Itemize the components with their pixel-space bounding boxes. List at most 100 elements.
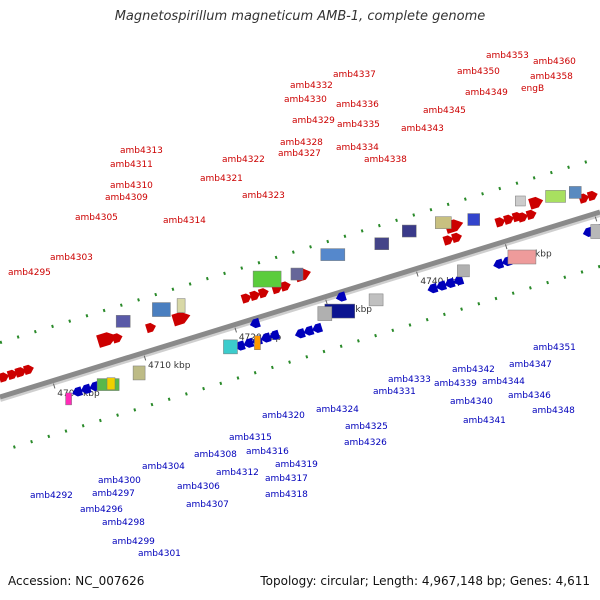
feature-block xyxy=(317,306,333,321)
genome-stats-text: Topology: circular; Length: 4,967,148 bp… xyxy=(260,574,590,588)
forward-gene-label: amb4329 xyxy=(292,116,335,126)
forward-gene-arrow xyxy=(6,369,18,380)
forward-gene-label: amb4314 xyxy=(163,216,206,226)
scale-tick xyxy=(416,271,419,277)
forward-gene-label: amb4335 xyxy=(337,120,380,130)
reverse-gene-arrow xyxy=(436,280,448,291)
forward-gene-label: amb4334 xyxy=(336,143,379,153)
reverse-gene-arrow xyxy=(312,322,324,334)
reverse-gene-label: amb4301 xyxy=(138,549,181,559)
backbone-line xyxy=(0,209,600,400)
feature-block xyxy=(368,293,384,307)
feature-block xyxy=(65,392,72,406)
feature-block xyxy=(252,270,282,288)
feature-block xyxy=(106,377,116,390)
forward-gene-label: amb4360 xyxy=(533,57,576,67)
reverse-gene-arrow xyxy=(72,386,84,397)
reverse-gene-label: amb4298 xyxy=(102,518,145,528)
reverse-gene-label: amb4348 xyxy=(532,406,575,416)
feature-block xyxy=(176,298,186,313)
forward-gene-label: amb4338 xyxy=(364,155,407,165)
feature-block xyxy=(223,339,238,355)
forward-gene-label: amb4358 xyxy=(530,72,573,82)
reverse-gene-label: amb4341 xyxy=(463,416,506,426)
reverse-gene-label: amb4347 xyxy=(509,360,552,370)
feature-block xyxy=(467,213,480,226)
feature-block xyxy=(545,190,566,203)
forward-gene-arrow xyxy=(442,235,454,246)
forward-gene-label: amb4350 xyxy=(457,67,500,77)
forward-gene-arrow xyxy=(249,290,261,302)
forward-gene-arrow xyxy=(171,311,191,327)
reverse-gene-arrow xyxy=(80,383,92,394)
forward-gene-label: amb4345 xyxy=(423,106,466,116)
forward-gene-arrow xyxy=(586,190,598,202)
forward-gene-arrow xyxy=(145,322,156,334)
reverse-gene-label: amb4315 xyxy=(229,433,272,443)
forward-gene-label: amb4322 xyxy=(222,155,265,165)
reverse-gene-label: amb4316 xyxy=(246,447,289,457)
forward-gene-label: amb4321 xyxy=(200,174,243,184)
reverse-gene-arrow xyxy=(294,328,306,339)
reverse-gene-arrow xyxy=(493,258,505,269)
forward-gene-arrow xyxy=(517,212,528,223)
reverse-gene-arrow xyxy=(427,283,439,294)
scale-tick xyxy=(234,327,237,333)
forward-gene-arrow xyxy=(96,332,118,348)
forward-gene-arrow xyxy=(14,367,26,378)
reverse-gene-label: amb4346 xyxy=(508,391,551,401)
feature-block xyxy=(374,237,390,250)
feature-block xyxy=(507,249,537,265)
feature-block xyxy=(590,224,600,239)
accession-text: Accession: NC_007626 xyxy=(8,574,145,588)
forward-gene-label: amb4311 xyxy=(110,160,153,170)
forward-gene-arrow xyxy=(22,364,34,375)
feature-block xyxy=(132,365,146,381)
reverse-gene-label: amb4324 xyxy=(316,405,359,415)
genome-title: Magnetospirillum magneticum AMB-1, compl… xyxy=(114,9,486,24)
forward-gene-label: amb4310 xyxy=(110,181,153,191)
forward-gene-arrow xyxy=(451,232,462,243)
reverse-gene-label: amb4319 xyxy=(275,460,318,470)
reverse-gene-label: amb4320 xyxy=(262,411,305,421)
reverse-gene-arrow xyxy=(269,329,281,340)
scale-tick xyxy=(325,299,328,305)
reverse-gene-label: amb4344 xyxy=(482,377,525,387)
reverse-track-ticks xyxy=(0,264,600,453)
reverse-gene-arrow xyxy=(444,277,456,288)
forward-gene-label: amb4303 xyxy=(50,253,93,263)
forward-gene-arrow xyxy=(0,372,10,383)
feature-block xyxy=(435,216,452,229)
forward-gene-label: amb4343 xyxy=(401,124,444,134)
feature-block xyxy=(320,248,346,261)
reverse-gene-arrow xyxy=(453,275,465,286)
forward-gene-label: amb4349 xyxy=(465,88,508,98)
reverse-gene-arrow xyxy=(243,337,255,348)
scale-tick xyxy=(504,244,508,250)
feature-block xyxy=(515,195,526,207)
forward-gene-label: amb4337 xyxy=(333,70,376,80)
reverse-gene-label: amb4297 xyxy=(92,489,135,499)
feature-block xyxy=(402,224,417,238)
forward-gene-arrow xyxy=(525,209,537,220)
reverse-gene-label: amb4300 xyxy=(98,476,141,486)
reverse-gene-label: amb4312 xyxy=(216,468,259,478)
scale-tick xyxy=(143,355,147,361)
forward-gene-label: amb4309 xyxy=(105,193,148,203)
feature-block xyxy=(457,264,470,278)
reverse-gene-arrow xyxy=(249,317,261,329)
reverse-gene-label: amb4308 xyxy=(194,450,237,460)
forward-gene-label: amb4328 xyxy=(280,138,323,148)
reverse-gene-label: amb4304 xyxy=(142,462,185,472)
reverse-gene-label: amb4333 xyxy=(388,375,431,385)
forward-gene-label: amb4327 xyxy=(278,149,321,159)
reverse-gene-label: amb4318 xyxy=(265,490,308,500)
forward-gene-arrow xyxy=(240,293,252,304)
reverse-gene-label: amb4299 xyxy=(112,537,155,547)
reverse-gene-label: amb4292 xyxy=(30,491,73,501)
reverse-gene-arrow xyxy=(260,332,272,343)
scale-label: 4710 kbp xyxy=(148,361,191,371)
reverse-gene-label: amb4326 xyxy=(344,438,387,448)
forward-gene-label: amb4353 xyxy=(486,51,529,61)
